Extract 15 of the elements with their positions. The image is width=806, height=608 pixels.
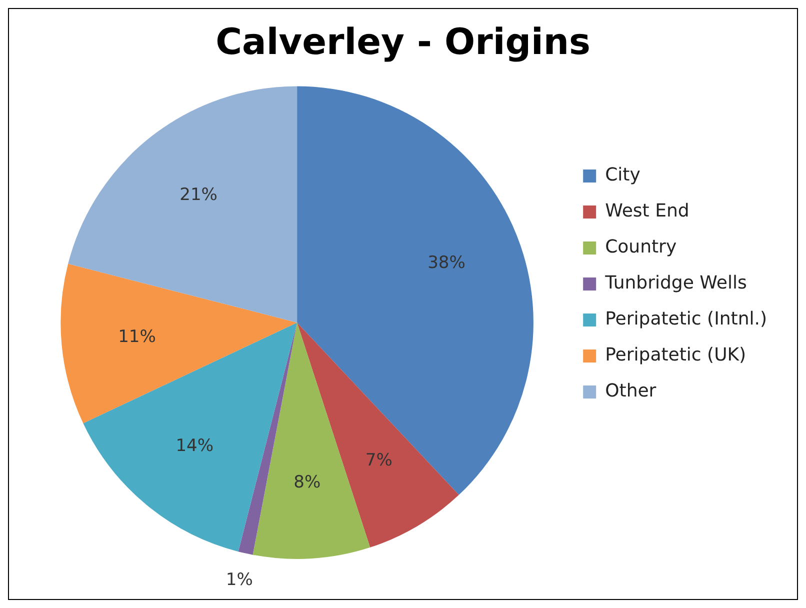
- legend-label: Other: [605, 380, 657, 402]
- legend-label: City: [605, 164, 641, 186]
- data-label: 11%: [118, 327, 156, 348]
- legend-label: Tunbridge Wells: [604, 272, 747, 294]
- legend-label: West End: [605, 200, 690, 222]
- data-label: 38%: [428, 252, 466, 273]
- data-label: 7%: [365, 450, 392, 470]
- legend-label: Country: [605, 236, 677, 258]
- data-label: 14%: [176, 436, 214, 456]
- data-label: 1%: [226, 570, 253, 590]
- legend-label: Peripatetic (UK): [605, 344, 746, 366]
- data-label: 21%: [180, 185, 218, 206]
- chart-title: Calverley - Origins: [216, 22, 590, 63]
- legend-label: Peripatetic (Intnl.): [605, 308, 768, 330]
- data-label: 8%: [294, 472, 321, 492]
